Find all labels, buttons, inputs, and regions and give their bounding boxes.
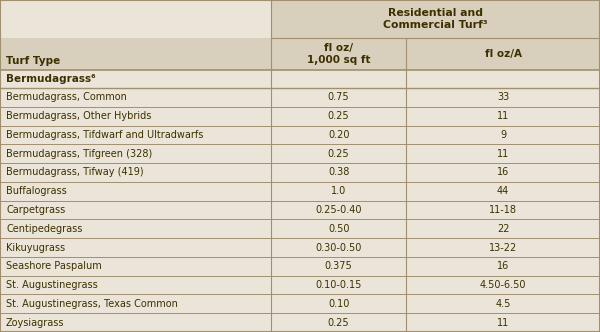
- Text: 0.10: 0.10: [328, 299, 349, 309]
- Text: Zoysiagrass: Zoysiagrass: [6, 318, 65, 328]
- Text: Bermudagrass, Tifgreen (328): Bermudagrass, Tifgreen (328): [6, 149, 152, 159]
- Text: Residential and
Commercial Turf³: Residential and Commercial Turf³: [383, 8, 488, 30]
- Text: St. Augustinegrass: St. Augustinegrass: [6, 280, 98, 290]
- Text: Bermudagrass, Other Hybrids: Bermudagrass, Other Hybrids: [6, 111, 151, 121]
- Text: 11-18: 11-18: [489, 205, 517, 215]
- Bar: [0, 38, 600, 70]
- Bar: [0, 238, 600, 257]
- Text: Seashore Paspalum: Seashore Paspalum: [6, 261, 102, 271]
- Text: 0.30-0.50: 0.30-0.50: [316, 243, 362, 253]
- Bar: [0, 257, 600, 276]
- Bar: [0, 163, 600, 182]
- Text: 0.50: 0.50: [328, 224, 349, 234]
- Bar: [0, 88, 600, 107]
- Text: 0.25-0.40: 0.25-0.40: [316, 205, 362, 215]
- Bar: [0, 144, 600, 163]
- Text: fl oz/A: fl oz/A: [485, 49, 521, 59]
- Text: 4.50-6.50: 4.50-6.50: [480, 280, 526, 290]
- Text: Bermudagrass⁶: Bermudagrass⁶: [6, 74, 95, 84]
- Bar: [0, 219, 600, 238]
- Text: 0.20: 0.20: [328, 130, 349, 140]
- Text: 0.10-0.15: 0.10-0.15: [316, 280, 362, 290]
- Text: 44: 44: [497, 186, 509, 196]
- Text: Kikuyugrass: Kikuyugrass: [6, 243, 65, 253]
- Text: 4.5: 4.5: [496, 299, 511, 309]
- Text: 0.25: 0.25: [328, 111, 349, 121]
- Bar: [0, 107, 600, 125]
- Text: 0.75: 0.75: [328, 92, 349, 102]
- Text: 11: 11: [497, 149, 509, 159]
- Text: 22: 22: [497, 224, 509, 234]
- Text: Buffalograss: Buffalograss: [6, 186, 67, 196]
- Text: 16: 16: [497, 261, 509, 271]
- Text: 0.25: 0.25: [328, 149, 349, 159]
- Text: 33: 33: [497, 92, 509, 102]
- Bar: [0, 313, 600, 332]
- Bar: [0, 294, 600, 313]
- Bar: [0, 70, 600, 88]
- Bar: [0, 182, 600, 201]
- Text: Bermudagrass, Tifdwarf and Ultradwarfs: Bermudagrass, Tifdwarf and Ultradwarfs: [6, 130, 203, 140]
- Text: Carpetgrass: Carpetgrass: [6, 205, 65, 215]
- Text: 1.0: 1.0: [331, 186, 346, 196]
- Bar: [0, 0, 271, 38]
- Text: fl oz/
1,000 sq ft: fl oz/ 1,000 sq ft: [307, 43, 370, 65]
- Text: 0.38: 0.38: [328, 167, 349, 178]
- Text: Bermudagrass, Common: Bermudagrass, Common: [6, 92, 127, 102]
- Text: Turf Type: Turf Type: [6, 56, 60, 66]
- Text: 11: 11: [497, 111, 509, 121]
- Text: 0.375: 0.375: [325, 261, 353, 271]
- Text: St. Augustinegrass, Texas Common: St. Augustinegrass, Texas Common: [6, 299, 178, 309]
- Text: Bermudagrass, Tifway (419): Bermudagrass, Tifway (419): [6, 167, 143, 178]
- Bar: [271, 0, 600, 38]
- Bar: [0, 125, 600, 144]
- Bar: [0, 201, 600, 219]
- Text: 0.25: 0.25: [328, 318, 349, 328]
- Text: 13-22: 13-22: [489, 243, 517, 253]
- Bar: [0, 276, 600, 294]
- Text: Centipedegrass: Centipedegrass: [6, 224, 82, 234]
- Text: 16: 16: [497, 167, 509, 178]
- Text: 11: 11: [497, 318, 509, 328]
- Text: 9: 9: [500, 130, 506, 140]
